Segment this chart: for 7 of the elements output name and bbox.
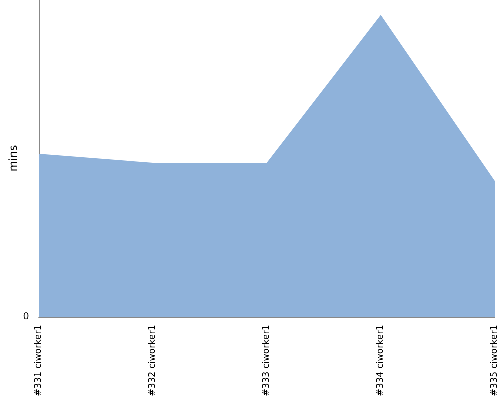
x-tick-label: #334 ciworker1 (376, 325, 386, 396)
y-axis-title: mins (7, 145, 20, 172)
x-tick-label: #332 ciworker1 (148, 325, 158, 396)
x-tick-label: #335 ciworker1 (490, 325, 500, 396)
text: 0 (23, 312, 30, 322)
x-tick-label: #333 ciworker1 (262, 325, 272, 396)
x-tick-label: #331 ciworker1 (34, 325, 44, 396)
